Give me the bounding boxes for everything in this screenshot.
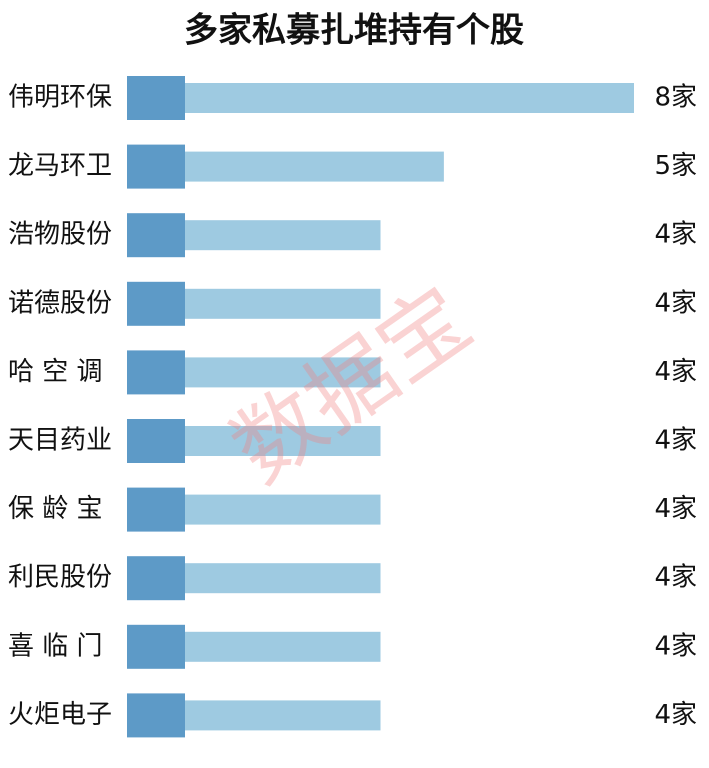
- bar: [185, 83, 634, 113]
- category-label: 浩物股份: [8, 220, 112, 250]
- value-label: 4家: [654, 700, 697, 730]
- bar-cap: [127, 556, 185, 601]
- category-label: 火炬电子: [8, 700, 112, 730]
- category-label: 保 龄 宝: [8, 494, 103, 524]
- bar: [185, 631, 381, 662]
- category-label: 哈 空 调: [8, 357, 103, 387]
- bar-cap: [127, 76, 185, 120]
- bar: [185, 151, 444, 182]
- category-label: 喜 临 门: [8, 631, 103, 661]
- bar: [185, 220, 381, 251]
- bar: [185, 494, 381, 525]
- category-label: 诺德股份: [8, 288, 112, 318]
- bar-cap: [127, 487, 185, 532]
- bar: [185, 700, 381, 731]
- bar: [185, 288, 381, 319]
- value-label: 4家: [654, 220, 697, 250]
- value-label: 4家: [654, 357, 697, 387]
- bar-cap: [127, 693, 185, 738]
- value-label: 4家: [654, 631, 697, 661]
- bar: [185, 426, 381, 456]
- bar-cap: [127, 624, 185, 669]
- bar-cap: [127, 281, 185, 326]
- value-label: 4家: [654, 426, 697, 456]
- category-label: 伟明环保: [8, 83, 112, 113]
- value-label: 5家: [654, 151, 697, 181]
- chart-title: 多家私募扎堆持有个股: [184, 11, 524, 51]
- category-label: 天目药业: [8, 426, 112, 456]
- category-label: 龙马环卫: [8, 151, 112, 181]
- bar: [185, 563, 381, 594]
- bar-cap: [127, 213, 185, 258]
- bar-cap: [127, 419, 185, 463]
- value-label: 4家: [654, 563, 697, 593]
- value-label: 8家: [654, 83, 697, 113]
- bar-cap: [127, 144, 185, 189]
- category-label: 利民股份: [8, 563, 112, 593]
- bar: [185, 357, 381, 388]
- bar-cap: [127, 350, 185, 395]
- value-label: 4家: [654, 494, 697, 524]
- value-label: 4家: [654, 288, 697, 318]
